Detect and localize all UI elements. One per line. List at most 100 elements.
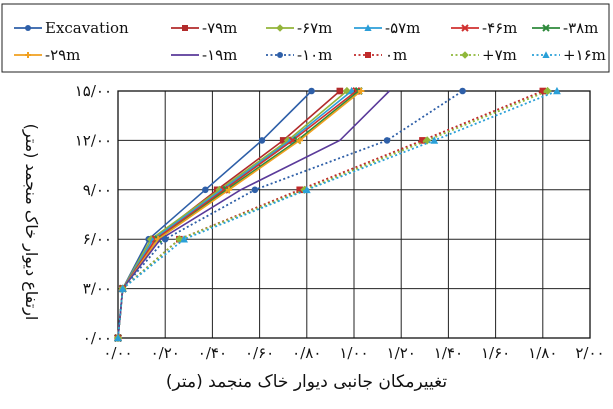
tick-labels: ۰/۰۰ ۰/۲۰ ۰/۴۰ ۰/۶۰ ۰/۸۰ ۱/۰۰ ۱/۲۰ ۱/۴۰ ۱/۶۰ ۱/۸۰… xyxy=(75,82,605,362)
y-tick-label: ۱۵/۰۰ xyxy=(75,82,112,100)
data-point xyxy=(258,137,266,144)
data-point xyxy=(25,25,31,31)
x-tick-label: ۱/۴۰ xyxy=(434,344,463,362)
legend-label: -۵۷m xyxy=(385,19,420,37)
series-line xyxy=(117,90,357,339)
legend-label: -۱۹m xyxy=(202,46,237,64)
data-point xyxy=(543,86,552,96)
legend-item: -۱۹m xyxy=(171,46,237,64)
series xyxy=(113,86,552,343)
data-point xyxy=(342,86,352,96)
legend-frame xyxy=(1,3,610,73)
legend-label: -۲۹m xyxy=(45,46,80,64)
legend-item: Excavation xyxy=(14,19,129,37)
data-point xyxy=(461,24,469,32)
legend-label: -۴۶m xyxy=(482,19,517,37)
x-tick-label: ۱/۶۰ xyxy=(481,344,510,362)
data-point xyxy=(461,51,469,59)
legend-item: -۴۶m xyxy=(451,19,517,37)
series-line xyxy=(117,90,390,339)
data-point xyxy=(202,186,209,194)
data-point xyxy=(539,87,547,95)
legend-label: -۷۹m xyxy=(202,19,237,37)
y-axis-label: ارتفاع دیوار خاک منجمد (متر) xyxy=(21,124,41,321)
legend-item: -۵۷m xyxy=(354,19,420,37)
x-tick-label: ۲/۰۰ xyxy=(575,344,604,362)
legend-label: -۳۸m xyxy=(563,19,598,37)
y-tick-label: ۶/۰۰ xyxy=(83,230,112,248)
legend-item: +۷m xyxy=(451,46,517,64)
data-point xyxy=(365,52,371,58)
data-point xyxy=(251,186,259,194)
data-point xyxy=(118,284,127,292)
series-line xyxy=(117,90,544,339)
data-point xyxy=(302,185,311,194)
y-tick-label: ۱۲/۰۰ xyxy=(75,131,112,149)
data-point xyxy=(161,235,169,243)
x-tick-label: ۰/۰۰ xyxy=(103,344,132,362)
y-tick-label: ۳/۰۰ xyxy=(83,280,112,298)
series xyxy=(114,86,561,342)
series-line xyxy=(117,90,313,339)
data-point xyxy=(277,52,283,58)
data-point xyxy=(430,136,439,144)
legend-item: -۲۹m xyxy=(14,46,80,64)
data-point xyxy=(279,137,287,144)
series-line xyxy=(117,90,548,339)
data-point xyxy=(419,137,426,144)
series xyxy=(113,86,361,343)
data-point xyxy=(383,137,391,144)
legend-label: +۷m xyxy=(482,46,517,64)
legend-label: -۱۰m xyxy=(297,46,332,64)
legend-item: ۰m xyxy=(354,46,407,64)
x-tick-label: ۰/۸۰ xyxy=(292,344,321,362)
data-point xyxy=(182,25,188,31)
legend-label: Excavation xyxy=(45,19,129,37)
x-tick-label: ۰/۴۰ xyxy=(198,344,227,362)
data-point xyxy=(180,235,188,243)
legend-item: -۱۰m xyxy=(266,46,332,64)
legend-label: -۶۷m xyxy=(297,19,332,37)
legend-label: +۱۶m xyxy=(563,46,606,64)
plot-frame xyxy=(117,90,591,339)
data-point xyxy=(542,24,550,32)
data-point xyxy=(364,24,372,31)
data-point xyxy=(225,186,233,194)
y-tick-label: ۰/۰۰ xyxy=(83,329,112,347)
data-point xyxy=(296,186,304,194)
data-point xyxy=(423,136,432,145)
series-line xyxy=(117,90,464,339)
x-tick-label: ۰/۶۰ xyxy=(245,344,274,362)
x-axis-label: تغییرمکان جانبی دیوار خاک منجمد (متر) xyxy=(165,372,448,392)
data-point xyxy=(25,52,31,58)
data-point xyxy=(114,333,122,342)
data-point xyxy=(336,87,344,95)
series-line xyxy=(117,90,558,339)
x-tick-label: ۱/۸۰ xyxy=(528,344,557,362)
legend-item: -۳۸m xyxy=(532,19,598,37)
data-point xyxy=(276,24,284,32)
legend-item: +۱۶m xyxy=(532,46,606,64)
series-line xyxy=(117,90,353,339)
series-layer xyxy=(113,86,561,343)
legend-item: -۶۷m xyxy=(266,19,332,37)
x-tick-label: ۱/۰۰ xyxy=(339,344,368,362)
legend-item: -۷۹m xyxy=(171,19,237,37)
series-line xyxy=(117,90,360,339)
y-tick-label: ۹/۰۰ xyxy=(83,181,112,199)
data-point xyxy=(459,87,466,95)
grid xyxy=(117,90,591,339)
data-point xyxy=(296,137,304,144)
legend-label: ۰m xyxy=(385,46,407,64)
legend: Excavation -۷۹m -۶۷m -۵۷m -۴۶m -۳۸m -۲۹m -۱۹m -۱… xyxy=(1,3,610,73)
data-point xyxy=(553,86,561,95)
series xyxy=(114,87,315,342)
x-tick-label: ۱/۲۰ xyxy=(387,344,416,362)
x-tick-label: ۰/۲۰ xyxy=(151,344,180,362)
data-point xyxy=(542,51,550,58)
series xyxy=(113,86,363,343)
series xyxy=(117,90,390,339)
series xyxy=(114,87,547,342)
data-point xyxy=(357,87,365,95)
